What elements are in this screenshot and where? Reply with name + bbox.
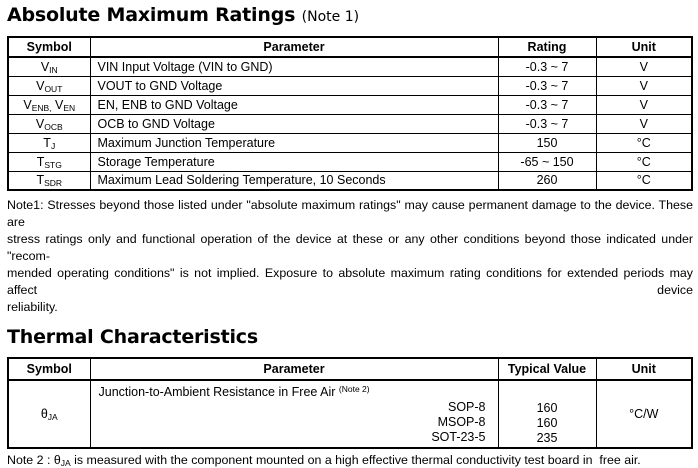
amr-header-symbol: Symbol [7,36,91,58]
unit-cell: °C/W [595,379,693,449]
symbol-cell: VOCB [7,113,91,134]
parameter-cell: Junction-to-Ambient Resistance in Free A… [89,379,499,449]
symbol-cell: TJ [7,132,91,153]
table-row-tsdr: TSDR Maximum Lead Soldering Temperature,… [7,170,693,191]
thermal-header-row: Symbol Parameter Typical Value Unit [7,357,693,381]
table-row-vin: VIN VIN Input Voltage (VIN to GND) -0.3 … [7,56,693,77]
table-row-theta-ja: θJA Junction-to-Ambient Resistance in Fr… [7,379,693,449]
package-label: SOT-23-5 [431,430,486,444]
note-1-line: reliability. [7,300,58,314]
parameter-text: Junction-to-Ambient Resistance in Free A… [98,384,370,399]
package-label: SOP-8 [447,400,486,414]
rating-cell: -0.3 ~ 7 [497,113,597,134]
note-1-line: Note1: Stresses beyond those listed unde… [7,198,693,229]
thermal-section-title: Thermal Characteristics [7,326,258,348]
package-label: MSOP-8 [437,415,486,429]
typical-value: 160 [536,416,558,430]
amr-header-row: Symbol Parameter Rating Unit [7,36,693,58]
amr-header-rating: Rating [497,36,597,58]
unit-cell: °C [595,132,693,153]
amr-header-unit: Unit [595,36,693,58]
parameter-cell: Maximum Lead Soldering Temperature, 10 S… [89,170,499,191]
amr-section-title: Absolute Maximum Ratings (Note 1) [7,4,691,29]
absolute-maximum-ratings-table: Symbol Parameter Rating Unit VIN VIN Inp… [7,36,693,191]
parameter-cell: VIN Input Voltage (VIN to GND) [89,56,499,77]
note-1-line: mended operating conditions" is not impl… [7,266,693,297]
symbol-cell: VIN [7,56,91,77]
note-1: Note1: Stresses beyond those listed unde… [7,197,693,316]
note-2-prefix: Note 2 : [7,453,54,467]
table-row-tstg: TSTG Storage Temperature -65 ~ 150 °C [7,151,693,172]
note-2-text: is measured with the component mounted o… [70,453,641,467]
symbol-cell: TSTG [7,151,91,172]
parameter-cell: OCB to GND Voltage [89,113,499,134]
thermal-header-parameter: Parameter [89,357,499,381]
table-row-ocb: VOCB OCB to GND Voltage -0.3 ~ 7 V [7,113,693,134]
rating-cell: -0.3 ~ 7 [497,75,597,96]
parameter-cell: Storage Temperature [89,151,499,172]
note-2-symbol: θJA [53,453,71,468]
table-row-vout: VOUT VOUT to GND Voltage -0.3 ~ 7 V [7,75,693,96]
rating-cell: -65 ~ 150 [497,151,597,172]
rating-cell: 150 [497,132,597,153]
rating-cell: 260 [497,170,597,191]
amr-header-parameter: Parameter [89,36,499,58]
symbol-cell: TSDR [7,170,91,191]
unit-cell: °C [595,170,693,191]
amr-title-text: Absolute Maximum Ratings [7,4,296,26]
thermal-header-unit: Unit [595,357,693,381]
symbol-cell: VENB, VEN [7,94,91,115]
note-2-ref: (Note 2) [338,384,370,394]
typical-value: 160 [536,401,558,415]
unit-cell: V [595,113,693,134]
symbol-cell: θJA [7,379,91,449]
note-1-line: stress ratings only and functional opera… [7,232,693,263]
thermal-characteristics-table: Symbol Parameter Typical Value Unit θJA … [7,357,693,449]
unit-cell: V [595,75,693,96]
thermal-header-typical-value: Typical Value [497,357,597,381]
rating-cell: -0.3 ~ 7 [497,56,597,77]
parameter-cell: EN, ENB to GND Voltage [89,94,499,115]
unit-cell: V [595,56,693,77]
parameter-cell: Maximum Junction Temperature [89,132,499,153]
rating-cell: -0.3 ~ 7 [497,94,597,115]
symbol-cell: VOUT [7,75,91,96]
amr-title-note-ref: (Note 1) [301,9,360,25]
table-row-tj: TJ Maximum Junction Temperature 150 °C [7,132,693,153]
typical-value: 235 [536,431,558,445]
unit-cell: °C [595,151,693,172]
unit-cell: V [595,94,693,115]
note-2: Note 2 : θJA is measured with the compon… [7,453,691,468]
typical-value-cell: 160 160 235 [497,379,597,449]
thermal-header-symbol: Symbol [7,357,91,381]
table-row-enb-en: VENB, VEN EN, ENB to GND Voltage -0.3 ~ … [7,94,693,115]
parameter-cell: VOUT to GND Voltage [89,75,499,96]
